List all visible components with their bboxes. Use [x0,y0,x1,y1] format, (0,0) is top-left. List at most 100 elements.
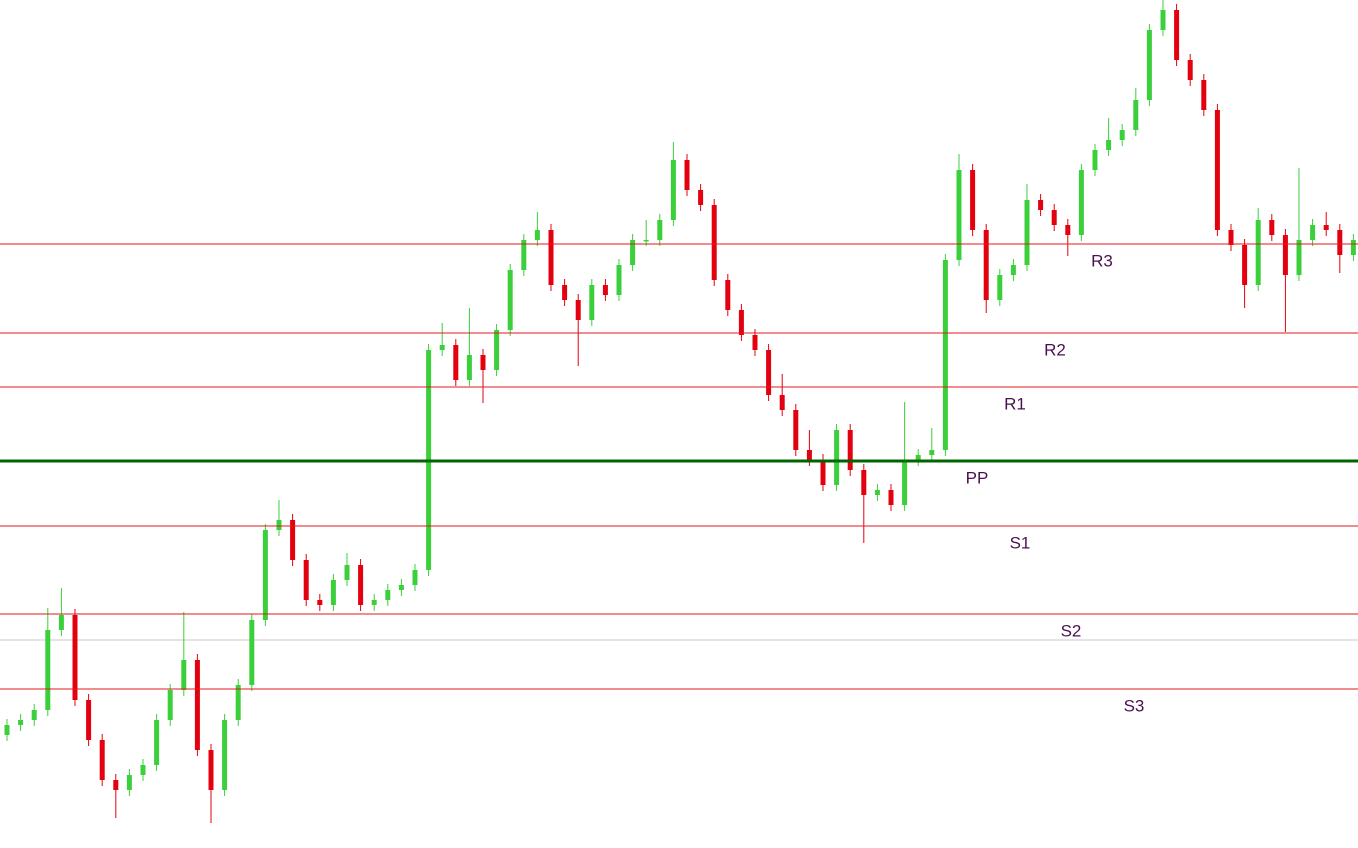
candle-body [738,310,744,335]
candle-body [643,240,649,242]
candle-body [575,300,581,320]
candle-body [181,660,187,690]
candle-body [1323,225,1329,230]
level-label: R3 [1091,251,1113,270]
candle-body [766,350,772,395]
candle-body [439,345,445,350]
candle-body [344,565,350,580]
candle-body [888,490,894,505]
candle-body [113,780,119,790]
candle-body [861,470,867,495]
candle-body [58,615,64,630]
candle-body [18,720,24,725]
candle-body [99,740,105,780]
candle-body [983,230,989,300]
candle-body [847,430,853,470]
candle-body [1201,80,1207,110]
candle-body [670,160,676,220]
candle-body [466,355,472,380]
candle-body [1296,240,1302,275]
candle-body [970,170,976,230]
candle-body [534,230,540,240]
candle-body [1187,60,1193,80]
candle-body [194,660,200,750]
candle-body [45,630,51,710]
candle-body [1051,210,1057,225]
candle-body [1228,230,1234,245]
candle-body [698,190,704,205]
candle-body [154,720,160,765]
level-label: S3 [1124,696,1145,715]
candle-body [1174,10,1180,60]
candle-body [249,620,255,685]
candle-body [1255,220,1261,285]
candle-body [1065,225,1071,235]
candle-body [1010,265,1016,275]
candle-body [126,775,132,790]
candle-body [1119,130,1125,140]
candle-body [1282,235,1288,275]
candle-body [1269,220,1275,235]
candle-body [752,335,758,350]
candle-body [1310,225,1316,240]
candle-body [956,170,962,260]
candle-body [521,240,527,270]
candle-body [72,615,78,700]
candle-body [262,530,268,620]
candle-body [1024,200,1030,265]
candle-body [793,410,799,450]
candle-body [929,450,935,455]
candle-body [657,220,663,240]
candle-body [874,490,880,495]
candle-body [1106,140,1112,150]
candle-body [222,720,228,790]
candle-body [997,275,1003,300]
candle-body [1038,200,1044,210]
candle-body [616,265,622,295]
level-label: PP [966,468,989,487]
candle-body [412,570,418,585]
candle-body [31,710,37,720]
candle-body [358,565,364,605]
candle-body [1160,10,1166,30]
candle-body [330,580,336,605]
candle-body [1078,170,1084,235]
candle-body [684,160,690,190]
candle-body [317,600,323,605]
candle-body [711,205,717,280]
candle-body [167,690,173,720]
candle-body [507,270,513,330]
candle-body [589,285,595,320]
level-label: R1 [1004,394,1026,413]
candle-body [1242,245,1248,285]
level-label: S1 [1010,533,1031,552]
candle-body [4,725,10,735]
level-label: R2 [1044,340,1066,359]
candle-body [630,240,636,265]
level-label: S2 [1061,621,1082,640]
candle-body [602,285,608,295]
candle-body [942,260,948,450]
candle-body [725,280,731,310]
candle-body [1092,150,1098,170]
candle-body [562,285,568,300]
candle-body [834,430,840,485]
candle-body [371,600,377,605]
candle-body [494,330,500,370]
candle-body [548,230,554,285]
candle-body [208,750,214,790]
candle-body [806,450,812,460]
candle-body [385,590,391,600]
candle-body [915,455,921,460]
candle-body [1214,110,1220,230]
candle-body [1350,240,1356,255]
candle-body [235,685,241,720]
candle-body [902,460,908,505]
candle-body [1133,100,1139,130]
candle-body [453,345,459,380]
candle-body [480,355,486,370]
candle-body [303,560,309,600]
candle-body [779,395,785,410]
